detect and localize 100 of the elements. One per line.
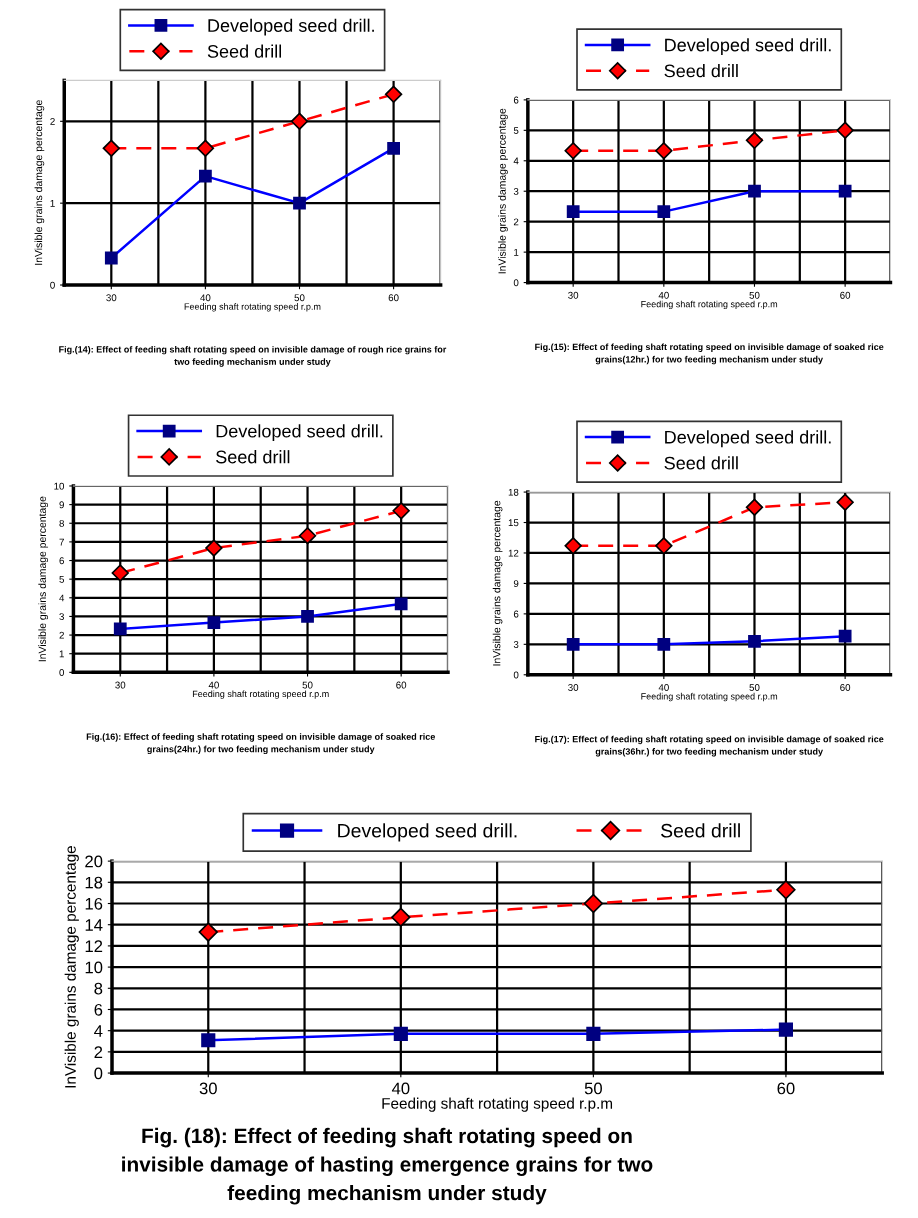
y-tick-label: 2 xyxy=(513,218,519,226)
point xyxy=(776,880,796,900)
y-tick-label: 10 xyxy=(85,961,103,974)
y-tick-label: 1 xyxy=(50,200,55,207)
y-tick-label: 9 xyxy=(59,501,64,509)
point xyxy=(655,142,673,160)
y-axis-title: InVisible grains damage percentage xyxy=(498,108,508,274)
x-tick-label: 60 xyxy=(777,1082,795,1095)
legend-label: Seed drill xyxy=(207,44,282,58)
x-tick-label: 30 xyxy=(115,681,126,689)
y-tick-label: 9 xyxy=(513,580,519,588)
y-axis-title: InVisible grains damage percentage xyxy=(492,500,503,666)
x-axis-title: Feeding shaft rotating speed r.p.m xyxy=(184,303,321,312)
text: Fig.(16): Effect of feeding shaft rotating speed on invisible damage of soaked rice grains(24hr.) for two feeding mechanism under study xyxy=(86,733,435,755)
y-tick-label: 6 xyxy=(59,557,64,565)
y-tick-label: 2 xyxy=(59,631,64,639)
y-tick-label: 4 xyxy=(513,157,519,165)
legend-label: Seed drill xyxy=(216,450,290,464)
y-tick-label: 18 xyxy=(508,488,519,496)
x-tick-label: 40 xyxy=(658,684,669,691)
legend-label: Seed drill xyxy=(661,823,740,838)
point xyxy=(745,498,764,516)
y-tick-label: 2 xyxy=(50,118,55,125)
y-tick-label: 6 xyxy=(94,1003,103,1016)
x-tick-label: 50 xyxy=(749,291,760,299)
y-tick-label: 8 xyxy=(94,982,103,995)
legend-label: Developed seed drill. xyxy=(208,18,374,36)
legend-label: Developed seed drill. xyxy=(665,430,831,448)
y-tick-label: 10 xyxy=(54,482,65,490)
x-tick-label: 60 xyxy=(396,681,407,689)
point xyxy=(102,139,120,158)
x-tick-label: 30 xyxy=(106,294,117,302)
y-tick-label: 15 xyxy=(508,519,519,527)
x-axis-title: Feeding shaft rotating speed r.p.m xyxy=(641,300,778,310)
x-tick-label: 40 xyxy=(658,291,669,299)
x-tick-label: 50 xyxy=(294,294,305,302)
y-tick-label: 4 xyxy=(59,594,65,602)
point xyxy=(290,112,309,131)
y-tick-label: 0 xyxy=(513,279,519,287)
y-tick-label: 0 xyxy=(50,281,55,289)
y-tick-label: 5 xyxy=(59,575,65,583)
y-tick-label: 0 xyxy=(94,1067,103,1080)
x-tick-label: 30 xyxy=(568,684,579,691)
x-axis-title: Feeding shaft rotating speed r.p.m xyxy=(192,690,329,699)
point xyxy=(111,564,129,582)
text: Fig. (18): Effect of feeding shaft rotating speed on invisible damage of hasting emergence grains for two feeding mechanism under study xyxy=(122,1127,653,1205)
point xyxy=(205,539,223,557)
y-tick-label: 1 xyxy=(514,248,519,256)
y-tick-label: 12 xyxy=(85,940,103,952)
text: Fig.(14): Effect of feeding shaft rotating speed on invisible damage of rough rice grains for two feeding mechanism under study xyxy=(59,345,447,367)
x-tick-label: 60 xyxy=(840,684,851,691)
point xyxy=(836,121,854,140)
x-tick-label: 60 xyxy=(388,294,399,302)
y-tick-label: 0 xyxy=(59,669,65,676)
y-tick-label: 7 xyxy=(59,538,64,546)
y-axis-title: InVisible grains damage percentage xyxy=(34,100,45,265)
legend-label: Developed seed drill. xyxy=(338,823,517,842)
x-axis-title: Feeding shaft rotating speed r.p.m xyxy=(382,1097,613,1112)
y-tick-label: 6 xyxy=(513,96,519,104)
point xyxy=(564,537,582,555)
y-tick-label: 4 xyxy=(94,1025,103,1037)
y-tick-label: 2 xyxy=(94,1046,103,1058)
text: Fig.(15): Effect of feeding shaft rotating speed on invisible damage of soaked rice grains(12hr.) for two feeding mechanism under study xyxy=(535,343,884,365)
point xyxy=(655,537,673,555)
point xyxy=(836,493,854,511)
legend-label: Developed seed drill. xyxy=(665,38,831,55)
y-tick-label: 3 xyxy=(59,613,64,621)
point xyxy=(564,142,582,160)
point xyxy=(198,922,218,942)
x-tick-label: 40 xyxy=(208,681,219,689)
y-axis-title: InVisible grains damage percentage xyxy=(64,846,79,1088)
y-tick-label: 1 xyxy=(59,650,64,658)
y-tick-label: 3 xyxy=(513,641,519,648)
x-tick-label: 40 xyxy=(391,1082,410,1095)
point xyxy=(392,502,410,520)
x-tick-label: 60 xyxy=(840,291,851,299)
x-tick-label: 50 xyxy=(302,681,313,689)
y-tick-label: 20 xyxy=(85,855,103,868)
x-axis-title: Feeding shaft rotating speed r.p.m xyxy=(641,692,778,702)
legend-label: Seed drill xyxy=(664,64,738,78)
y-tick-label: 14 xyxy=(85,919,103,931)
y-tick-label: 8 xyxy=(59,519,64,527)
legend-label: Seed drill xyxy=(664,456,738,470)
point xyxy=(391,907,411,927)
y-tick-label: 18 xyxy=(85,876,103,889)
x-tick-label: 30 xyxy=(568,291,579,299)
legend-label: Developed seed drill. xyxy=(216,424,383,442)
y-tick-label: 16 xyxy=(85,897,103,910)
text: Fig.(17): Effect of feeding shaft rotating speed on invisible damage of soaked rice grains(36hr.) for two feeding mechanism under study xyxy=(535,735,884,757)
point xyxy=(298,527,317,545)
y-tick-label: 12 xyxy=(508,549,519,557)
point xyxy=(196,139,215,158)
point xyxy=(384,85,403,103)
y-tick-label: 5 xyxy=(513,127,519,134)
y-tick-label: 3 xyxy=(513,187,519,195)
point xyxy=(745,131,764,150)
y-tick-label: 6 xyxy=(513,610,519,618)
x-tick-label: 50 xyxy=(584,1082,602,1095)
point xyxy=(583,893,604,914)
x-tick-label: 30 xyxy=(199,1082,217,1095)
